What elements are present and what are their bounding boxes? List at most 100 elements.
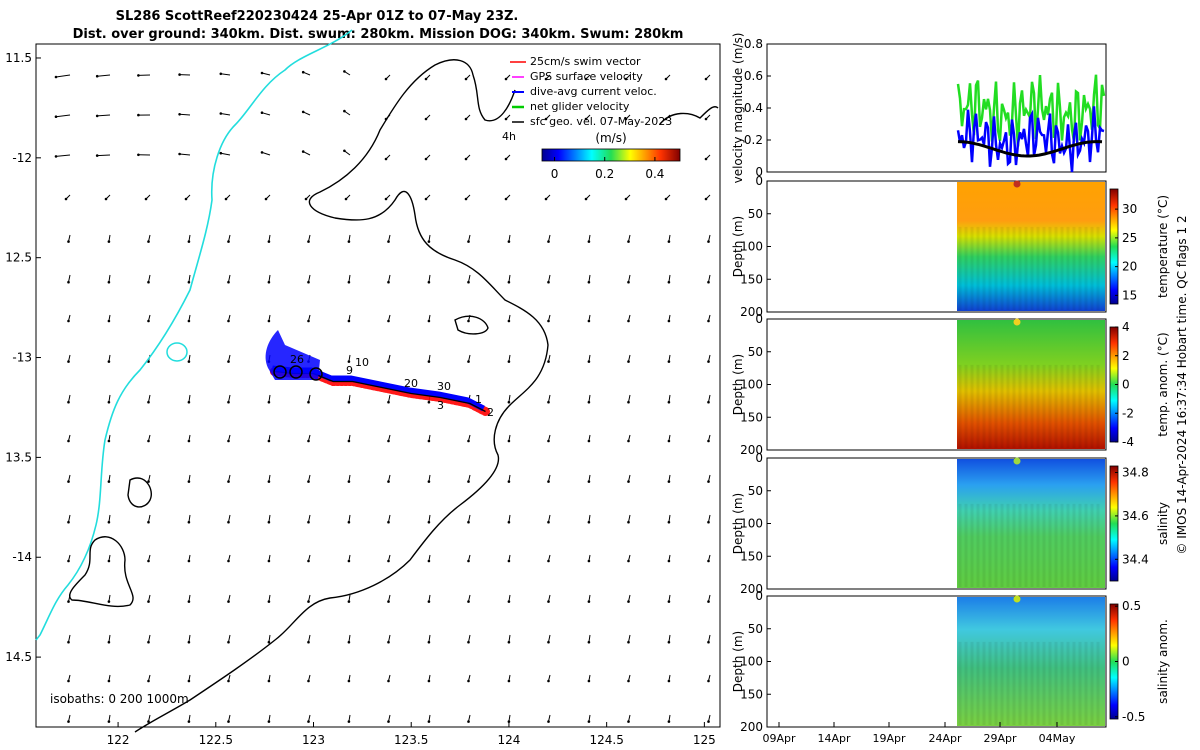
- velocity-arrow-head: [387, 319, 390, 323]
- velocity-arrow-head: [227, 679, 230, 683]
- velocity-arrow-head: [627, 400, 630, 404]
- velocity-arrow-head: [54, 115, 58, 118]
- velocity-arrow-head: [467, 600, 470, 603]
- legend-gps-velocity: GPS surface velocity: [530, 70, 643, 83]
- velocity-arrow-head: [507, 240, 511, 243]
- velocity-arrow-head: [547, 319, 550, 323]
- velocity-arrow-head: [307, 559, 310, 563]
- velocity-arrow-head: [224, 197, 228, 201]
- depth-ytick-label: 150: [740, 272, 763, 286]
- velocity-arrow-head: [427, 280, 431, 284]
- velocity-arrow-head: [347, 480, 351, 483]
- velocity-arrow-head: [587, 720, 591, 723]
- velocity-arrow-head: [267, 720, 271, 723]
- velocity-arrow-head: [147, 319, 150, 323]
- colorbar-tick-label: 4: [1122, 320, 1130, 334]
- velocity-arrow-head: [387, 480, 390, 483]
- dive-avg-velocity-series: [956, 106, 1105, 173]
- velocity-arrow-head: [627, 640, 630, 644]
- velocity-arrow-head: [587, 679, 591, 683]
- depth-ytick-label: 100: [740, 240, 763, 254]
- velocity-arrow-head: [547, 400, 550, 404]
- velocity-arrow-head: [347, 679, 351, 683]
- velocity-arrow-head: [507, 720, 511, 723]
- salinity-anomaly-panel-field: [957, 597, 1105, 726]
- velocity-arrow-head: [667, 720, 671, 723]
- velocity-arrow-head: [107, 520, 111, 524]
- chart-title-line1: SL286 ScottReef220230424 25-Apr 01Z to 0…: [116, 9, 519, 24]
- velocity-arrow-head: [301, 110, 305, 114]
- velocity-arrow-head: [507, 400, 511, 404]
- map-legend: 25cm/s swim vector GPS surface velocity …: [502, 55, 672, 143]
- depth-ytick-label: 50: [748, 345, 763, 359]
- velocity-arrow-head: [667, 360, 671, 363]
- velocity-arrow-head: [307, 600, 310, 603]
- velocity-arrow-head: [467, 360, 470, 363]
- velocity-arrow-head: [547, 720, 550, 723]
- velocity-arrow-head: [707, 240, 710, 243]
- velocity-arrow-head: [504, 157, 508, 161]
- colorbar-tick-label: 34.6: [1122, 509, 1149, 523]
- velocity-arrow-head: [304, 197, 308, 201]
- velocity-arrow-head: [707, 559, 710, 563]
- colorbar-tick-label: 30: [1122, 202, 1137, 216]
- colorbar-tick-label: 25: [1122, 231, 1137, 245]
- velocity-arrow-head: [178, 73, 181, 76]
- velocity-arrow-head: [627, 559, 630, 563]
- isobath-north: [472, 74, 719, 125]
- velocity-arrow-head: [178, 113, 181, 116]
- temperature-panel: 0 50 100 150 200 Depth (m) 30 25 20 15 temperature…: [731, 174, 1170, 319]
- velocity-ytick-label: 0.8: [744, 37, 763, 51]
- velocity-arrow-head: [147, 600, 150, 603]
- velocity-arrow-head: [387, 640, 390, 644]
- velocity-arrow-head: [67, 400, 70, 404]
- velocity-arrow-head: [301, 70, 305, 74]
- velocity-arrow-head: [267, 480, 271, 483]
- velocity-arrow-head: [347, 319, 351, 323]
- velocity-arrow: [55, 154, 71, 157]
- velocity-arrow-head: [107, 640, 111, 644]
- velocity-arrow-head: [467, 720, 470, 723]
- velocity-arrow-head: [664, 197, 668, 201]
- velocity-arrow-head: [547, 559, 550, 563]
- velocity-arrow-head: [147, 720, 150, 723]
- velocity-arrow-head: [467, 439, 470, 443]
- velocity-arrow-head: [187, 319, 191, 323]
- velocity-arrow-head: [187, 280, 191, 284]
- map-ytick-label: -12: [12, 151, 32, 165]
- velocity-arrow-head: [427, 240, 431, 243]
- velocity-arrow-head: [307, 240, 310, 243]
- velocity-arrow-head: [667, 559, 671, 563]
- velocity-arrow-head: [307, 480, 310, 483]
- velocity-arrow-head: [707, 520, 710, 524]
- track-label-1: 1: [475, 393, 482, 406]
- velocity-series: [956, 74, 1106, 173]
- velocity-arrow-head: [627, 480, 630, 483]
- velocity-arrow-head: [137, 153, 140, 157]
- velocity-arrow-head: [507, 360, 511, 363]
- velocity-arrow-head: [227, 240, 230, 243]
- velocity-arrow-head: [227, 480, 230, 483]
- velocity-arrow-head: [707, 319, 710, 323]
- velocity-arrow-head: [347, 600, 351, 603]
- velocity-arrow-head: [67, 360, 70, 363]
- velocity-arrow-head: [147, 520, 150, 524]
- time-xtick-label: 14Apr: [817, 732, 851, 745]
- velocity-arrow-head: [504, 197, 508, 201]
- velocity-arrow-head: [707, 400, 710, 404]
- velocity-arrow-head: [307, 640, 310, 644]
- velocity-arrow-head: [147, 240, 150, 243]
- velocity-arrow-head: [267, 280, 271, 284]
- velocity-arrow-head: [467, 559, 470, 563]
- coast-island: [166, 342, 188, 362]
- map-xtick-label: 123.5: [394, 733, 428, 747]
- map-ytick-label: -14: [12, 550, 32, 564]
- velocity-arrow-head: [707, 280, 710, 284]
- velocity-arrow-head: [627, 679, 630, 683]
- velocity-arrow-head: [343, 149, 346, 153]
- velocity-arrow-head: [147, 480, 150, 483]
- velocity-arrow-head: [427, 480, 431, 483]
- velocity-arrow-head: [707, 439, 710, 443]
- surface-velocity-arrows: [54, 70, 711, 723]
- velocity-arrow-head: [67, 520, 70, 524]
